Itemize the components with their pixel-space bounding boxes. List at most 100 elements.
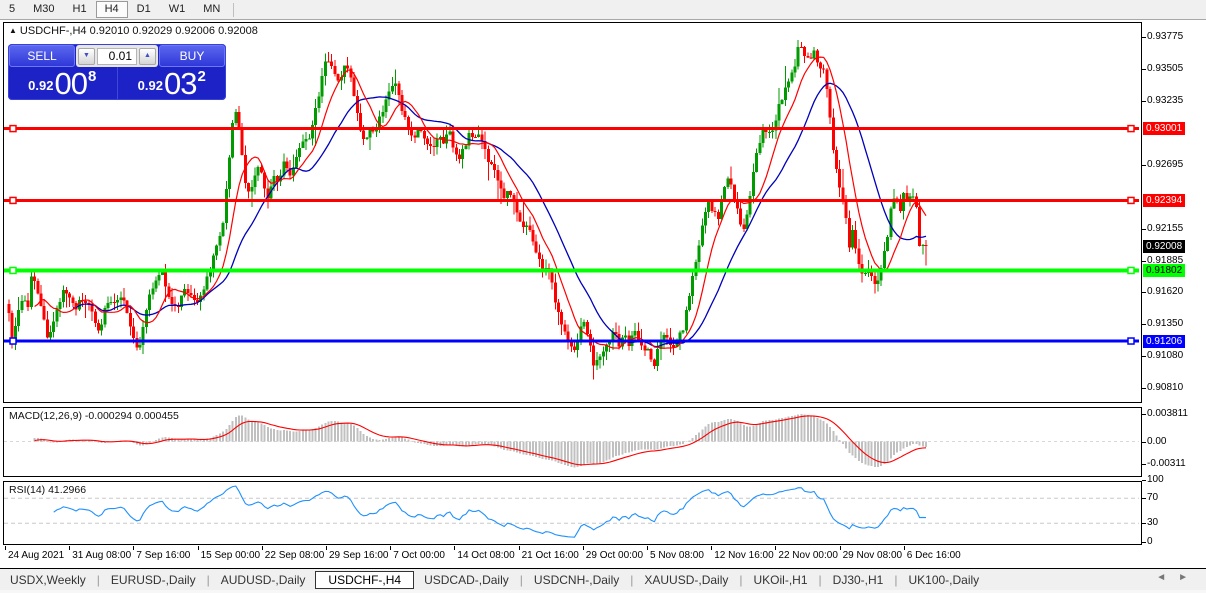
time-tick-mark bbox=[711, 546, 713, 550]
timeframe-button-W1[interactable]: W1 bbox=[168, 3, 186, 15]
candle-body bbox=[170, 296, 174, 305]
macd-histogram-bar bbox=[186, 438, 189, 442]
chart-tab-dj30-h1[interactable]: DJ30-,H1 bbox=[832, 573, 884, 587]
tab-separator: | bbox=[96, 573, 100, 587]
chart-tab-usdcad-daily[interactable]: USDCAD-,Daily bbox=[424, 573, 509, 587]
candle-body bbox=[84, 300, 88, 304]
time-tick-label: 22 Sep 08:00 bbox=[264, 550, 325, 561]
candle-body bbox=[247, 183, 251, 192]
macd-histogram-bar bbox=[282, 430, 285, 442]
macd-histogram-bar bbox=[643, 441, 646, 450]
price-tick-label: 0.93505 bbox=[1147, 62, 1184, 74]
macd-histogram-bar bbox=[650, 441, 653, 450]
timeframe-button-MN[interactable]: MN bbox=[203, 3, 221, 15]
macd-histogram-bar bbox=[420, 441, 423, 444]
chart-tab-eurusd-daily[interactable]: EURUSD-,Daily bbox=[110, 573, 196, 587]
candle-body bbox=[585, 321, 589, 335]
macd-histogram-bar bbox=[91, 440, 94, 442]
rsi-tick-mark bbox=[1142, 523, 1146, 525]
candle-body bbox=[403, 111, 407, 118]
candle-body bbox=[17, 310, 21, 326]
candle-body bbox=[525, 225, 529, 228]
buy-price-prefix: 0.92 bbox=[137, 78, 163, 93]
collapse-quote-panel-icon[interactable]: ▲ bbox=[9, 26, 17, 35]
tab-scroll-right-icon[interactable]: ► bbox=[1178, 572, 1200, 583]
candle-body bbox=[52, 321, 56, 333]
candle-body bbox=[135, 337, 139, 348]
macd-histogram-bar bbox=[327, 421, 330, 442]
lot-size-input[interactable]: 0.01 bbox=[97, 47, 137, 65]
buy-price[interactable]: 0.92 03 2 bbox=[118, 67, 227, 99]
time-tick-mark bbox=[197, 546, 199, 550]
macd-histogram-bar bbox=[870, 441, 873, 467]
timeframe-button-M30[interactable]: M30 bbox=[33, 3, 55, 15]
chart-tab-xauusd-daily[interactable]: XAUUSD-,Daily bbox=[644, 573, 729, 587]
lot-increase-button[interactable]: ▲ bbox=[139, 47, 156, 65]
buy-button[interactable]: BUY bbox=[159, 45, 225, 67]
time-tick-mark bbox=[261, 546, 263, 550]
macd-histogram-bar bbox=[640, 441, 643, 450]
timeframe-button-H4[interactable]: H4 bbox=[95, 1, 128, 18]
rsi-axis-label: 0 bbox=[1147, 536, 1153, 547]
candle-body bbox=[755, 152, 759, 172]
macd-histogram-bar bbox=[413, 441, 416, 443]
lot-decrease-button[interactable]: ▼ bbox=[78, 47, 95, 65]
candle-body bbox=[243, 154, 247, 184]
candle-body bbox=[512, 195, 516, 202]
candle-body bbox=[604, 344, 608, 352]
candle-body bbox=[71, 297, 75, 303]
price-tick-mark bbox=[1142, 260, 1146, 262]
macd-indicator-pane[interactable] bbox=[3, 407, 1142, 477]
time-axis[interactable]: 24 Aug 2021 31 Aug 08:00 7 Sep 16:00 15 Sep… bbox=[3, 546, 1206, 568]
chart-tab-usdx-weekly[interactable]: USDX,Weekly bbox=[10, 573, 86, 587]
sell-button[interactable]: SELL bbox=[9, 45, 75, 67]
macd-histogram-bar bbox=[471, 441, 474, 445]
candle-body bbox=[100, 324, 104, 331]
candle-body bbox=[726, 178, 730, 187]
macd-histogram-bar bbox=[158, 438, 161, 442]
macd-histogram-bar bbox=[682, 441, 685, 444]
sell-price[interactable]: 0.92 00 8 bbox=[8, 67, 118, 99]
rsi-indicator-pane[interactable] bbox=[3, 481, 1142, 545]
macd-axis-label: -0.00311 bbox=[1147, 457, 1186, 469]
candle-body bbox=[809, 57, 813, 59]
macd-histogram-bar bbox=[452, 441, 455, 446]
timeframe-button-D1[interactable]: D1 bbox=[136, 3, 151, 15]
candle-body bbox=[49, 332, 53, 338]
level-handle bbox=[1127, 196, 1135, 205]
timeframe-button-H1[interactable]: H1 bbox=[72, 3, 87, 15]
tab-separator: | bbox=[206, 573, 210, 587]
chart-tab-ukoil-h1[interactable]: UKOil-,H1 bbox=[753, 573, 808, 587]
macd-histogram-bar bbox=[519, 441, 522, 454]
macd-histogram-bar bbox=[800, 414, 803, 442]
time-tick-label: 24 Aug 2021 bbox=[8, 550, 65, 561]
chart-tab-usdcnh-daily[interactable]: USDCNH-,Daily bbox=[533, 573, 620, 587]
chart-tab-audusd-daily[interactable]: AUDUSD-,Daily bbox=[220, 573, 306, 587]
macd-histogram-bar bbox=[151, 441, 154, 442]
sell-price-sup: 8 bbox=[87, 68, 97, 85]
candle-body bbox=[771, 130, 775, 132]
macd-histogram-bar bbox=[135, 441, 138, 445]
time-tick-mark bbox=[69, 546, 71, 550]
price-axis[interactable]: 0.93775 0.93505 0.93235 0.92695 0.92155 0.918… bbox=[1142, 22, 1206, 547]
chart-ohlc-values: 0.92010 0.92029 0.92006 0.92008 bbox=[89, 25, 258, 37]
macd-histogram-bar bbox=[921, 441, 924, 447]
candle-body bbox=[202, 289, 206, 296]
candle-body bbox=[416, 129, 420, 138]
tab-scroll-arrows: ◄► bbox=[1156, 572, 1200, 583]
candle-body bbox=[825, 69, 829, 90]
candle-body bbox=[739, 208, 743, 225]
macd-histogram-bar bbox=[346, 422, 349, 442]
candle-body bbox=[148, 294, 152, 310]
macd-histogram-bar bbox=[461, 441, 464, 447]
candle-body bbox=[394, 83, 398, 86]
candle-body bbox=[793, 66, 797, 73]
timeframe-button-5[interactable]: 5 bbox=[9, 3, 16, 15]
chart-tab-usdchf-h4[interactable]: USDCHF-,H4 bbox=[315, 571, 415, 589]
macd-histogram-bar bbox=[611, 441, 614, 458]
tab-scroll-left-icon[interactable]: ◄ bbox=[1156, 572, 1179, 583]
chart-tab-uk100-daily[interactable]: UK100-,Daily bbox=[908, 573, 980, 587]
candle-body bbox=[259, 166, 263, 173]
macd-histogram-bar bbox=[404, 438, 407, 442]
macd-histogram-bar bbox=[375, 439, 378, 442]
